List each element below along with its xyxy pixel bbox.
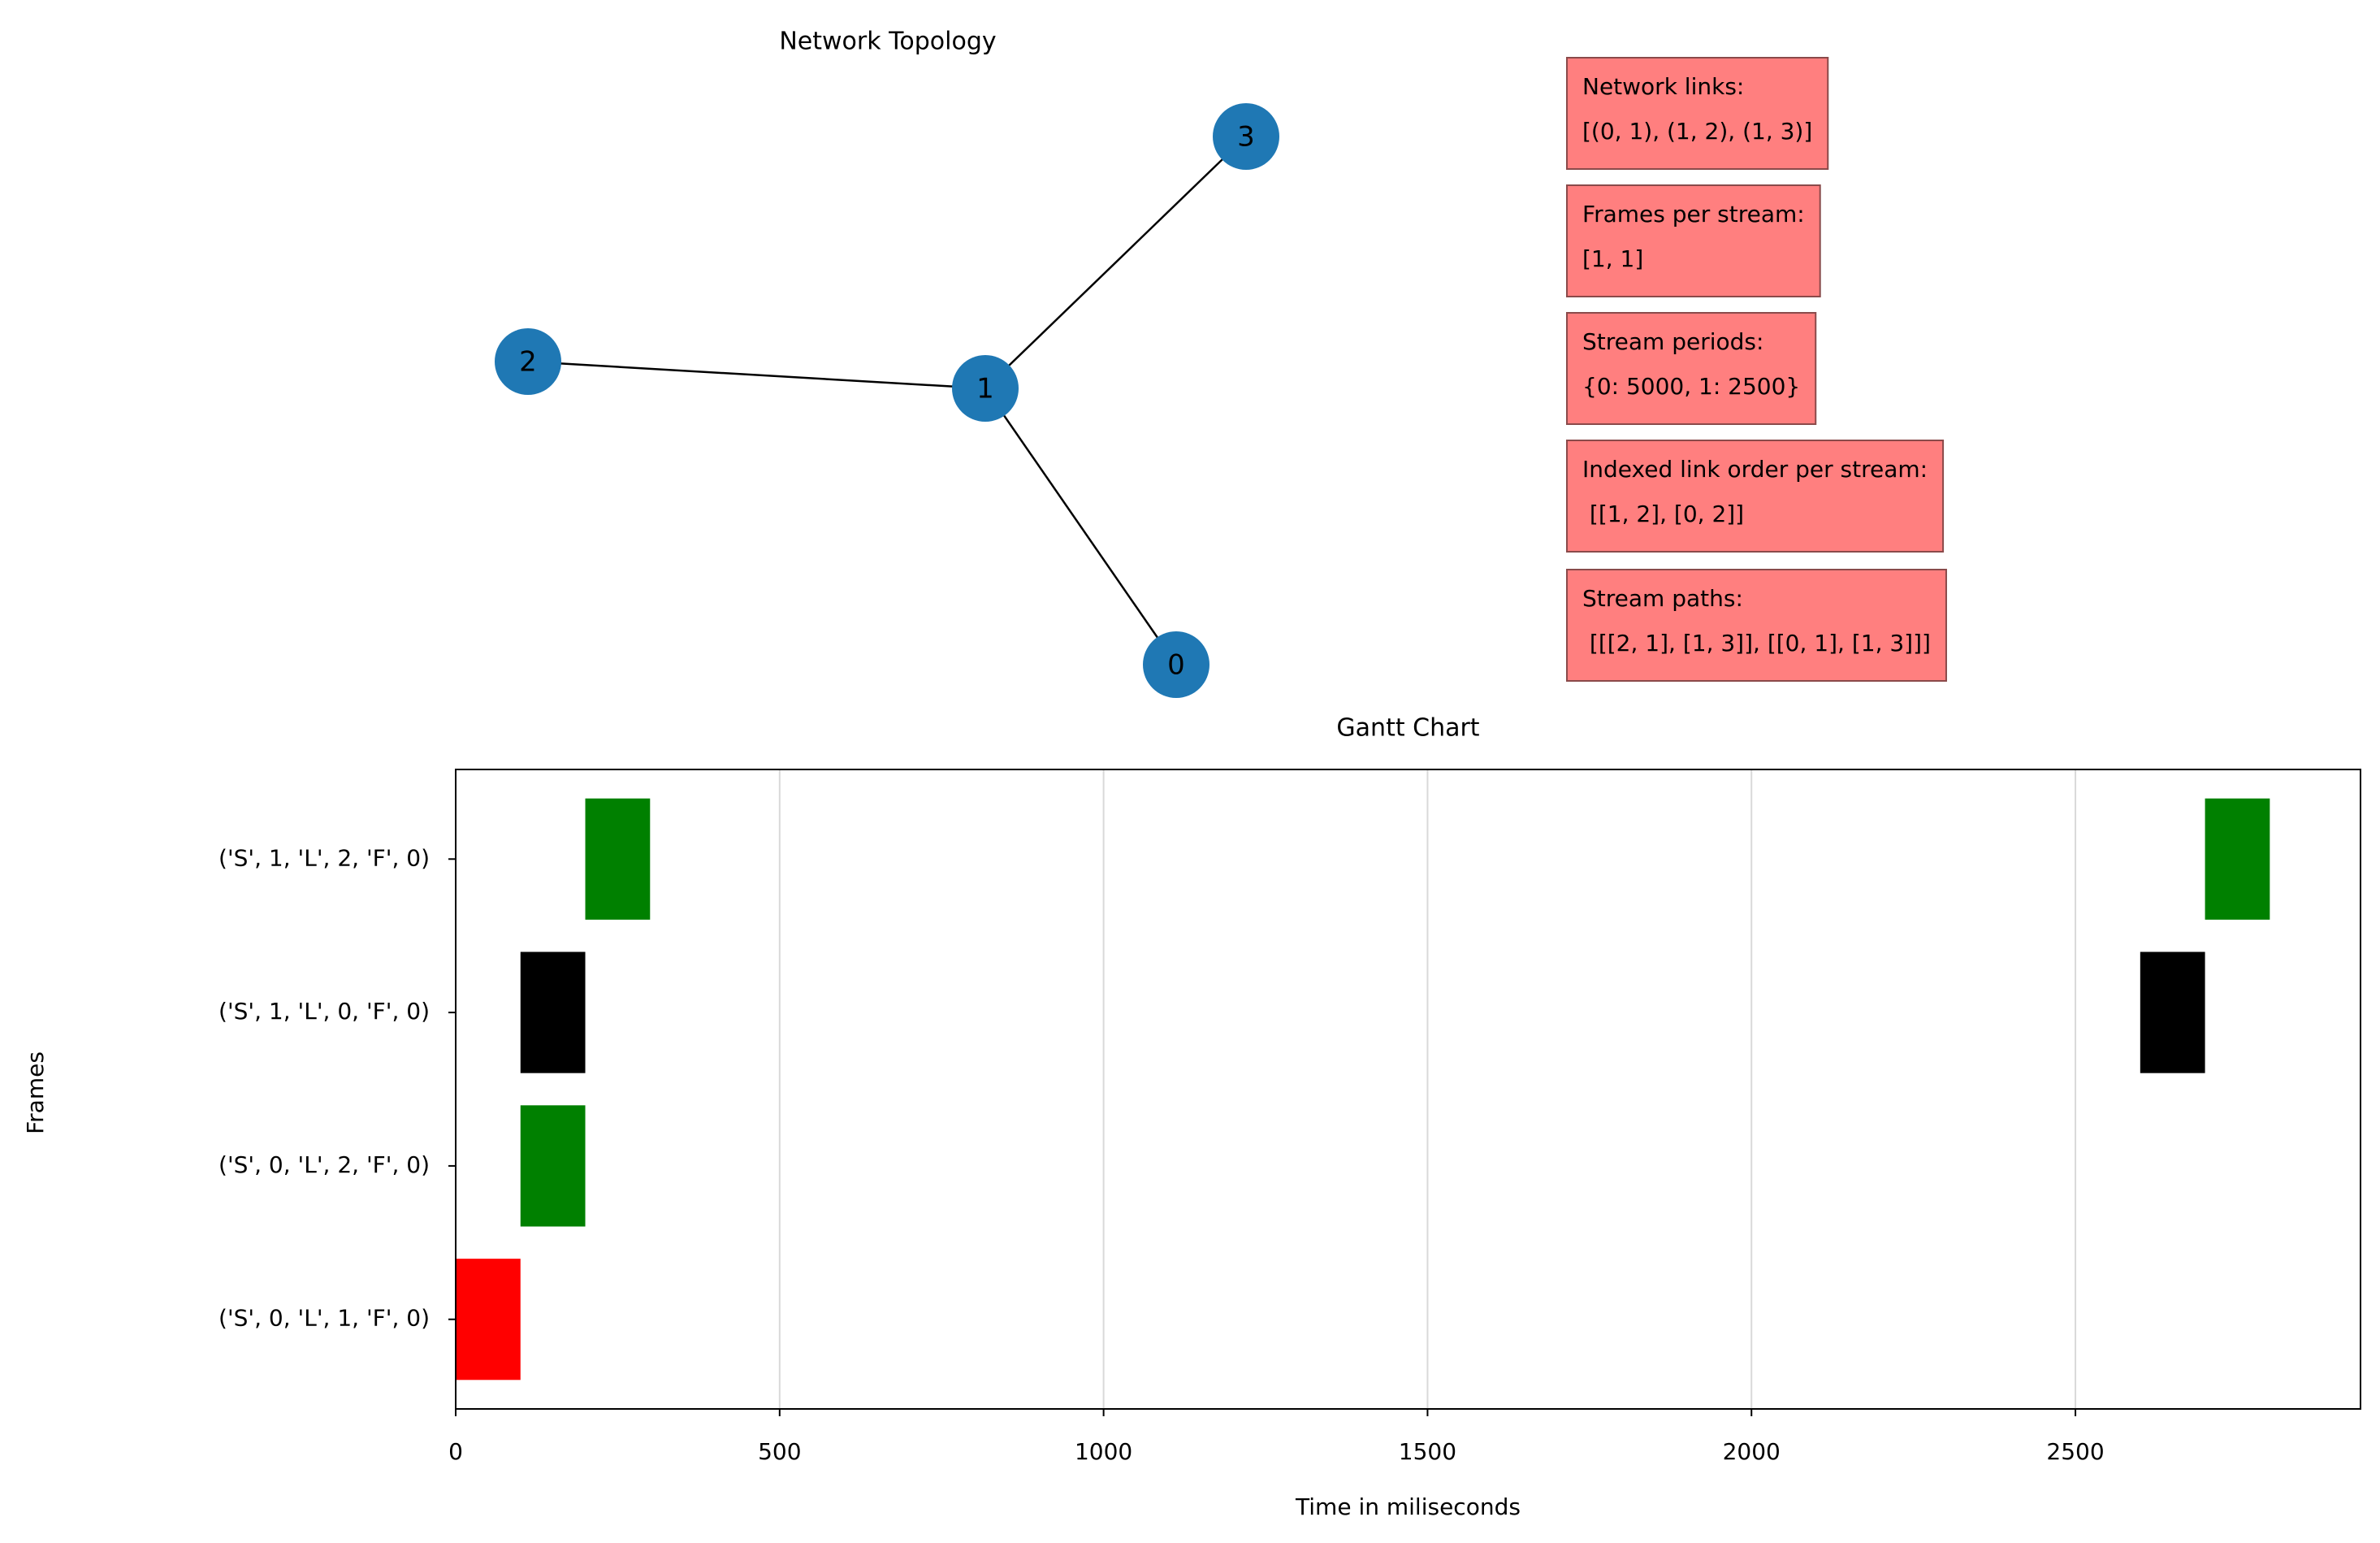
info-box-bg (1566, 312, 1817, 425)
info-box-text: Stream periods: (1582, 328, 1763, 355)
info-box-text: [1, 1] (1582, 245, 1643, 272)
info-box: Stream periods: {0: 5000, 1: 2500} (1566, 312, 1817, 425)
x-tick-label: 1500 (1399, 1438, 1456, 1465)
node-label: 2 (519, 346, 537, 379)
info-box-text: Network links: (1582, 73, 1744, 100)
info-box-bg (1566, 184, 1821, 297)
info-box-bg (1566, 440, 1945, 553)
info-box-text: Stream paths: (1582, 585, 1743, 612)
info-box: Stream paths: [[[2, 1], [1, 3]], [[0, 1]… (1566, 569, 1947, 682)
y-tick-label: ('S', 1, 'L', 0, 'F', 0) (219, 998, 430, 1025)
node (1213, 103, 1279, 170)
node (1143, 631, 1209, 698)
edge (984, 136, 1247, 389)
info-box-text: [[1, 2], [0, 2]] (1582, 501, 1744, 527)
info-box-text: [[[2, 1], [1, 3]], [[0, 1], [1, 3]]] (1582, 630, 1931, 657)
x-tick-label: 1000 (1075, 1438, 1132, 1465)
info-box-bg (1566, 569, 1947, 682)
info-box-text: Indexed link order per stream: (1582, 456, 1928, 483)
info-box-text: Frames per stream: (1582, 201, 1805, 228)
info-box: Indexed link order per stream: [[1, 2], … (1566, 440, 1945, 553)
bar (2140, 951, 2205, 1073)
y-tick-label: ('S', 0, 'L', 1, 'F', 0) (219, 1305, 430, 1332)
info-box: Network links: [(0, 1), (1, 2), (1, 3)] (1566, 57, 1829, 170)
x-tick-label: 500 (758, 1438, 801, 1465)
edge (984, 388, 1178, 665)
bar (520, 1105, 586, 1227)
info-box-text: [(0, 1), (1, 2), (1, 3)] (1582, 118, 1812, 145)
y-tick-label: ('S', 1, 'L', 2, 'F', 0) (219, 844, 430, 871)
node (952, 355, 1019, 422)
edge (527, 360, 986, 390)
info-box: Frames per stream: [1, 1] (1566, 184, 1821, 297)
plot-frame (455, 769, 2361, 1410)
chart-title: Gantt Chart (1336, 714, 1479, 743)
y-axis-label: Frames (22, 1051, 49, 1134)
node-label: 3 (1237, 121, 1255, 154)
bar (456, 1259, 521, 1380)
info-box-bg (1566, 57, 1829, 170)
node-label: 0 (1167, 649, 1185, 682)
node-label: 1 (976, 373, 994, 405)
chart-title: Network Topology (779, 28, 996, 56)
bar (2205, 798, 2270, 920)
bar (585, 798, 651, 920)
x-tick-label: 0 (448, 1438, 463, 1465)
node (495, 328, 561, 395)
x-axis-label: Time in miliseconds (1295, 1493, 1521, 1520)
bar (520, 951, 586, 1073)
info-box-text: {0: 5000, 1: 2500} (1582, 373, 1800, 400)
y-tick-label: ('S', 0, 'L', 2, 'F', 0) (219, 1151, 430, 1178)
x-tick-label: 2000 (1723, 1438, 1781, 1465)
x-tick-label: 2500 (2046, 1438, 2104, 1465)
